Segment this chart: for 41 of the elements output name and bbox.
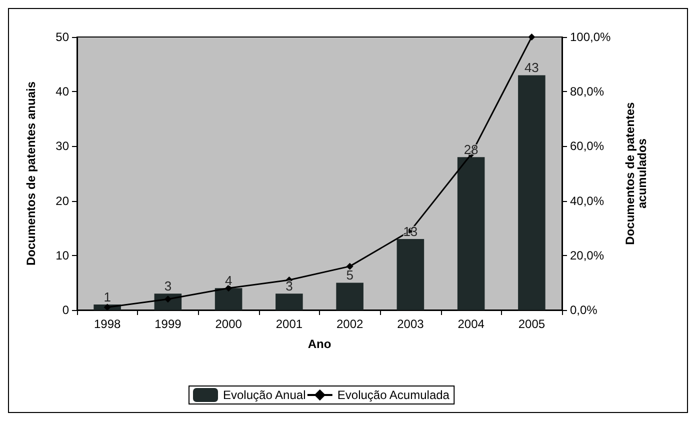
y2-tick-label: 20,0% [570, 248, 604, 262]
bar [396, 239, 424, 310]
point [225, 284, 232, 292]
data-label: 3 [286, 278, 293, 294]
y-tick-label: 40 [56, 84, 70, 99]
bar [457, 157, 485, 310]
y2-tick-label: 40,0% [570, 194, 604, 208]
y-tick-label: 20 [56, 194, 70, 208]
x-tick-label: 2000 [215, 317, 242, 331]
y2-tick-label: 100,0% [570, 30, 612, 44]
x-tick-label: 2001 [276, 317, 303, 331]
bar [518, 75, 546, 310]
x-axis-title: Ano [308, 337, 332, 351]
y-axis-title: Documentos de patentes anuais [24, 81, 38, 266]
data-label: 5 [346, 268, 354, 283]
bar [214, 288, 242, 310]
x-tick-label: 1998 [94, 317, 121, 331]
data-label: 43 [524, 60, 539, 76]
point [528, 34, 536, 40]
bar [336, 282, 364, 310]
legend-label: Evolução Acumulada [337, 388, 450, 402]
y-tick-label: 50 [56, 30, 70, 44]
y2-tick-label: 80,0% [570, 84, 604, 99]
point [346, 262, 354, 270]
x-tick-label: 2003 [397, 317, 424, 331]
y-tick-label: 30 [56, 139, 70, 154]
data-label: 4 [224, 273, 232, 288]
bar [276, 294, 303, 310]
point [104, 304, 111, 311]
y-tick-label: 0 [62, 303, 70, 317]
y2-tick-label: 60,0% [570, 139, 604, 154]
legend-label: Evolução Anual [223, 388, 306, 402]
data-label: 1 [104, 290, 111, 305]
y-tick-label: 10 [56, 248, 70, 262]
x-tick-label: 2002 [336, 317, 364, 331]
data-label: 3 [164, 278, 172, 294]
x-tick-label: 2005 [518, 317, 546, 331]
x-tick-label: 1999 [154, 317, 182, 331]
y2-axis-title: Documentos de patentes acumulados [623, 102, 649, 245]
y2-tick-label: 0,0% [570, 303, 598, 317]
x-tick-label: 2004 [458, 317, 485, 331]
